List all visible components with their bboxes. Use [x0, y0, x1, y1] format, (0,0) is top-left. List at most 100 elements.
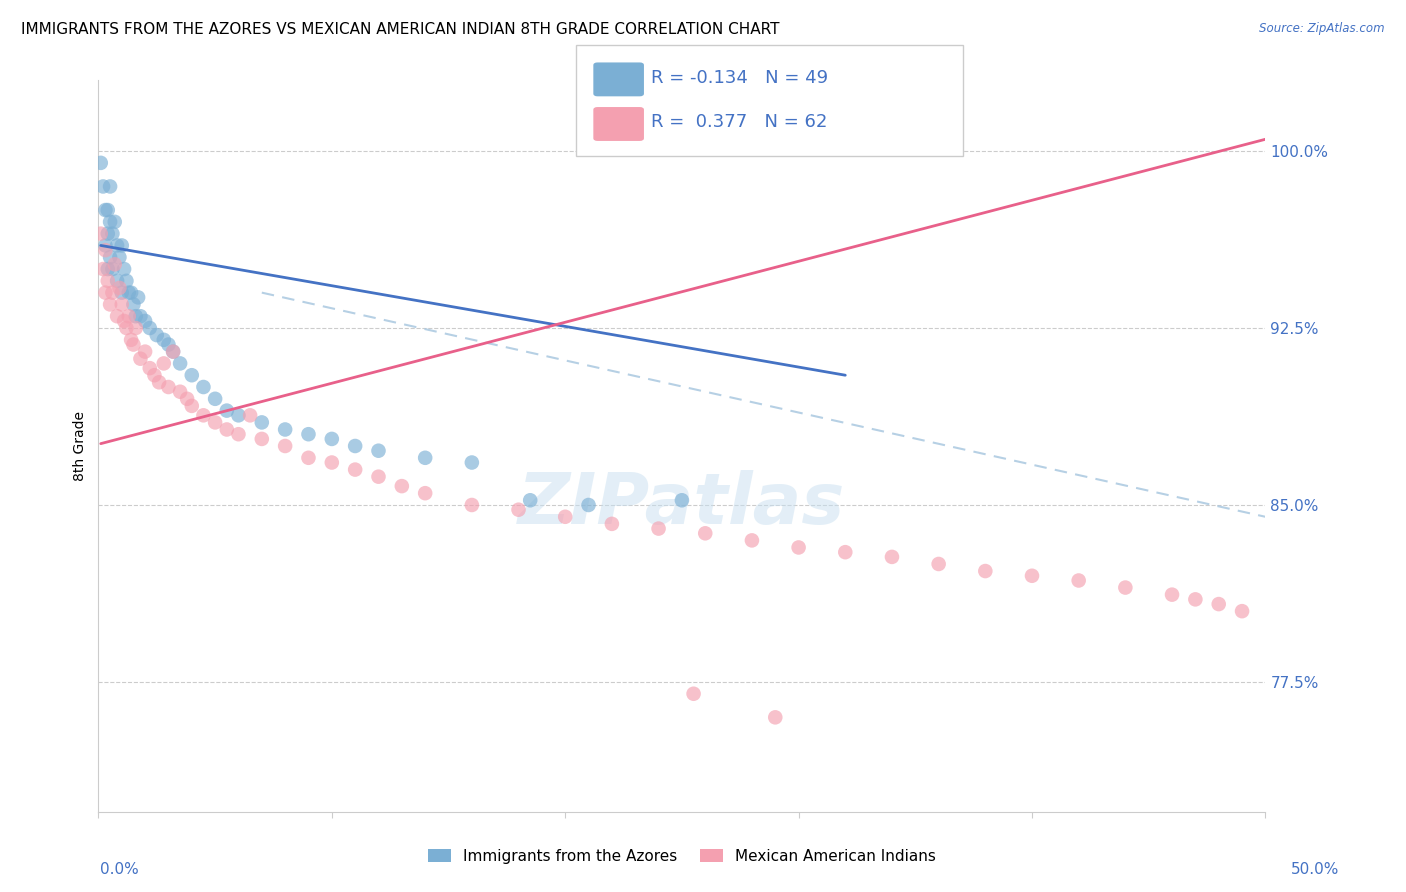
- Point: [97, 202, 120, 217]
- Point: [115, 321, 138, 335]
- Point: [139, 321, 162, 335]
- Point: [367, 443, 389, 458]
- Point: [157, 337, 180, 351]
- Point: [834, 545, 856, 559]
- Point: [297, 427, 319, 442]
- Point: [129, 351, 152, 366]
- Point: [1067, 574, 1090, 588]
- Point: [274, 439, 297, 453]
- Point: [413, 450, 436, 465]
- Point: [193, 380, 215, 394]
- Point: [367, 469, 389, 483]
- Point: [118, 310, 141, 324]
- Point: [1184, 592, 1206, 607]
- Point: [974, 564, 997, 578]
- Point: [148, 376, 170, 390]
- Legend: Immigrants from the Azores, Mexican American Indians: Immigrants from the Azores, Mexican Amer…: [422, 843, 942, 870]
- Point: [152, 356, 174, 370]
- Point: [228, 427, 250, 442]
- Point: [1021, 568, 1043, 582]
- Point: [98, 297, 121, 311]
- Point: [787, 541, 810, 555]
- Point: [120, 285, 142, 300]
- Point: [193, 409, 215, 423]
- Point: [204, 392, 226, 406]
- Point: [461, 456, 484, 470]
- Point: [928, 557, 950, 571]
- Point: [554, 509, 576, 524]
- Point: [94, 202, 117, 217]
- Point: [91, 179, 114, 194]
- Point: [134, 344, 156, 359]
- Point: [152, 333, 174, 347]
- Point: [391, 479, 413, 493]
- Point: [157, 380, 180, 394]
- Point: [413, 486, 436, 500]
- Text: ZIPatlas: ZIPatlas: [519, 470, 845, 539]
- Point: [101, 262, 124, 277]
- Point: [143, 368, 166, 383]
- Point: [118, 285, 141, 300]
- Point: [647, 522, 669, 536]
- Point: [578, 498, 600, 512]
- Text: Source: ZipAtlas.com: Source: ZipAtlas.com: [1260, 22, 1385, 36]
- Point: [108, 250, 131, 264]
- Point: [239, 409, 262, 423]
- Text: 0.0%: 0.0%: [100, 863, 139, 877]
- Point: [344, 462, 367, 476]
- Point: [94, 285, 117, 300]
- Y-axis label: 8th Grade: 8th Grade: [73, 411, 87, 481]
- Point: [90, 227, 112, 241]
- Point: [671, 493, 693, 508]
- Point: [134, 314, 156, 328]
- Point: [122, 337, 145, 351]
- Point: [228, 409, 250, 423]
- Text: 50.0%: 50.0%: [1291, 863, 1339, 877]
- Point: [105, 274, 128, 288]
- Point: [125, 321, 148, 335]
- Text: IMMIGRANTS FROM THE AZORES VS MEXICAN AMERICAN INDIAN 8TH GRADE CORRELATION CHAR: IMMIGRANTS FROM THE AZORES VS MEXICAN AM…: [21, 22, 779, 37]
- Point: [180, 368, 202, 383]
- Point: [763, 710, 786, 724]
- Point: [215, 403, 238, 417]
- Point: [1230, 604, 1253, 618]
- Point: [1208, 597, 1230, 611]
- Point: [146, 328, 169, 343]
- Point: [461, 498, 484, 512]
- Point: [274, 422, 297, 436]
- Point: [139, 361, 162, 376]
- Point: [111, 297, 134, 311]
- Point: [101, 227, 124, 241]
- Point: [115, 274, 138, 288]
- Point: [127, 290, 149, 304]
- Point: [90, 156, 112, 170]
- Point: [111, 285, 134, 300]
- Point: [122, 297, 145, 311]
- Point: [204, 416, 226, 430]
- Point: [125, 310, 148, 324]
- Point: [682, 687, 704, 701]
- Point: [120, 333, 142, 347]
- Point: [98, 215, 121, 229]
- Point: [695, 526, 717, 541]
- Point: [508, 502, 530, 516]
- Point: [98, 179, 121, 194]
- Point: [104, 257, 127, 271]
- Point: [97, 274, 120, 288]
- Point: [94, 243, 117, 257]
- Point: [162, 344, 184, 359]
- Point: [108, 281, 131, 295]
- Point: [344, 439, 367, 453]
- Point: [169, 384, 191, 399]
- Point: [519, 493, 541, 508]
- Point: [600, 516, 623, 531]
- Point: [112, 262, 135, 277]
- Point: [94, 238, 117, 252]
- Point: [105, 310, 128, 324]
- Point: [97, 262, 120, 277]
- Point: [169, 356, 191, 370]
- Text: R =  0.377   N = 62: R = 0.377 N = 62: [651, 113, 827, 131]
- Point: [321, 432, 343, 446]
- Point: [880, 549, 903, 564]
- Point: [1114, 581, 1136, 595]
